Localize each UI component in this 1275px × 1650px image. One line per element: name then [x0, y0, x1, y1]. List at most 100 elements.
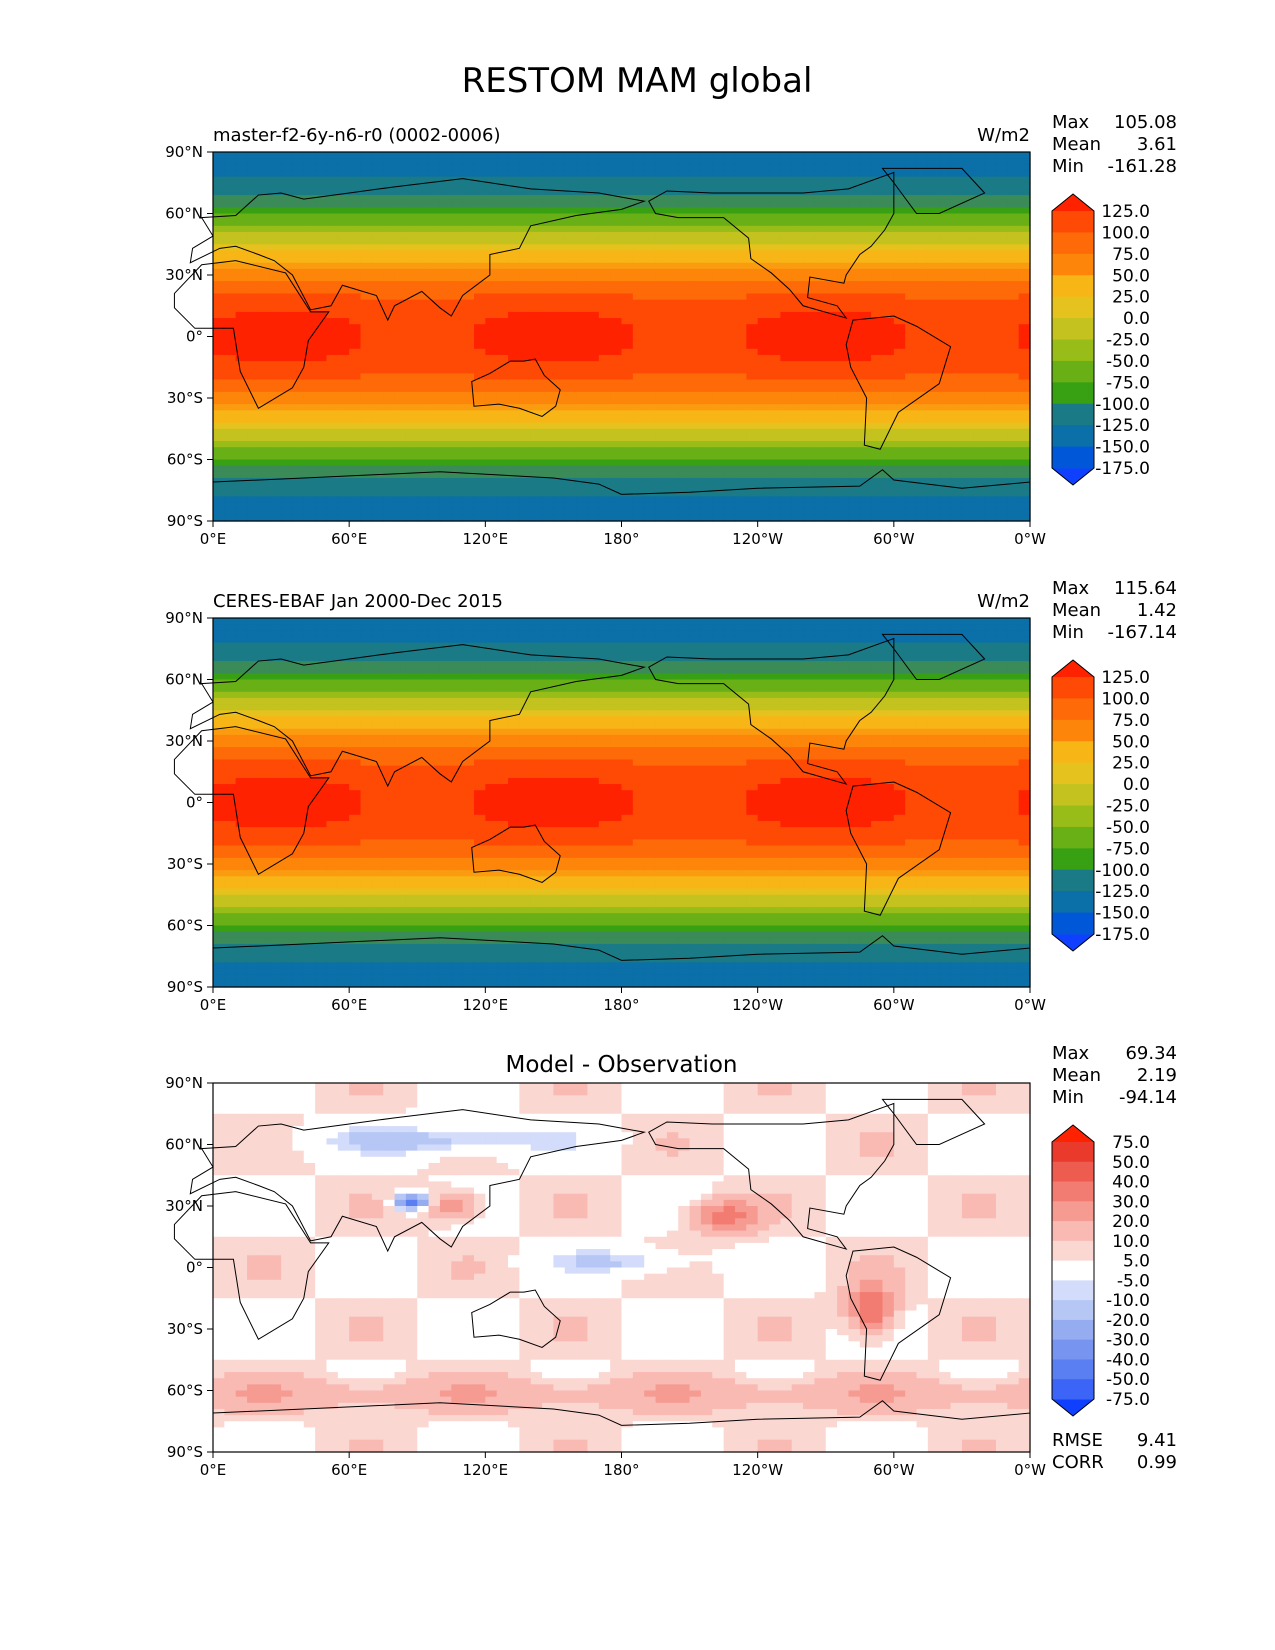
field-cell — [905, 618, 918, 625]
field-cell — [689, 164, 702, 172]
field-cell — [281, 502, 294, 510]
field-cell — [927, 293, 940, 301]
field-cell — [383, 508, 396, 516]
field-cell — [269, 342, 282, 350]
field-cell — [905, 342, 918, 350]
field-cell — [281, 213, 294, 221]
field-cell — [269, 158, 282, 165]
field-cell — [655, 471, 668, 479]
field-cell — [927, 231, 940, 239]
field-cell — [326, 342, 339, 350]
field-cell — [610, 201, 623, 208]
field-cell — [281, 293, 294, 301]
field-cell — [303, 275, 316, 282]
field-cell — [269, 354, 282, 362]
field-cell — [337, 287, 350, 295]
field-cell — [734, 391, 747, 399]
field-cell — [451, 275, 464, 282]
field-cell — [303, 373, 316, 381]
field-cell — [394, 618, 407, 625]
field-cell — [916, 201, 929, 208]
field-cell — [803, 268, 816, 276]
field-cell — [530, 642, 543, 650]
field-cell — [473, 231, 486, 239]
field-cell — [746, 434, 759, 442]
field-cell — [916, 398, 929, 405]
field-cell — [644, 661, 657, 668]
field-cell — [859, 367, 872, 374]
field-cell — [621, 490, 634, 497]
field-cell — [950, 176, 963, 184]
field-cell — [530, 447, 543, 454]
field-cell — [519, 661, 532, 668]
field-cell — [598, 299, 611, 307]
field-cell — [235, 354, 248, 362]
field-cell — [496, 416, 509, 424]
field-cell — [712, 404, 725, 411]
field-cell — [485, 422, 498, 430]
field-cell — [405, 219, 418, 227]
field-cell — [326, 231, 339, 239]
field-cell — [508, 287, 520, 295]
field-cell — [213, 667, 225, 674]
field-cell — [780, 305, 793, 313]
field-cell — [848, 508, 861, 516]
field-cell — [814, 330, 827, 338]
field-cell — [961, 182, 974, 190]
field-cell — [893, 182, 906, 190]
field-cell — [893, 459, 906, 467]
field-cell — [462, 195, 475, 202]
field-cell — [451, 188, 464, 196]
field-cell — [712, 441, 725, 448]
field-cell — [950, 231, 963, 239]
field-cell — [576, 293, 589, 301]
field-cell — [746, 398, 759, 405]
field-cell — [485, 158, 498, 165]
field-cell — [576, 447, 589, 454]
field-cell — [973, 404, 986, 411]
field-cell — [632, 182, 645, 190]
field-cell — [235, 373, 248, 381]
field-cell — [303, 422, 316, 430]
field-cell — [780, 636, 793, 644]
field-cell — [973, 256, 986, 264]
field-cell — [598, 207, 611, 215]
field-cell — [871, 188, 884, 196]
field-cell — [292, 318, 305, 325]
field-cell — [1018, 502, 1031, 510]
field-cell — [360, 287, 373, 295]
field-cell — [247, 354, 259, 362]
field-cell — [1018, 342, 1031, 350]
field-cell — [530, 398, 543, 405]
field-cell — [700, 410, 713, 418]
field-cell — [950, 661, 963, 668]
field-cell — [689, 508, 702, 516]
field-cell — [666, 434, 679, 442]
field-cell — [905, 624, 918, 631]
field-cell — [451, 477, 464, 485]
field-cell — [757, 287, 770, 295]
field-cell — [303, 496, 316, 504]
field-cell — [519, 624, 532, 631]
field-cell — [258, 250, 271, 258]
field-cell — [769, 348, 781, 356]
field-cell — [530, 404, 543, 411]
field-cell — [587, 502, 600, 510]
field-cell — [893, 661, 906, 668]
field-cell — [473, 201, 486, 208]
field-cell — [893, 225, 906, 233]
field-cell — [473, 471, 486, 479]
field-cell — [871, 305, 884, 313]
field-cell — [326, 459, 339, 467]
field-cell — [905, 207, 918, 215]
field-cell — [439, 624, 452, 631]
field-cell — [542, 311, 555, 319]
field-cell — [961, 330, 974, 338]
field-cell — [326, 514, 339, 522]
field-cell — [678, 293, 691, 301]
field-cell — [428, 490, 441, 497]
field-cell — [258, 471, 271, 479]
field-cell — [451, 268, 464, 276]
field-cell — [303, 201, 316, 208]
field-cell — [576, 624, 589, 631]
